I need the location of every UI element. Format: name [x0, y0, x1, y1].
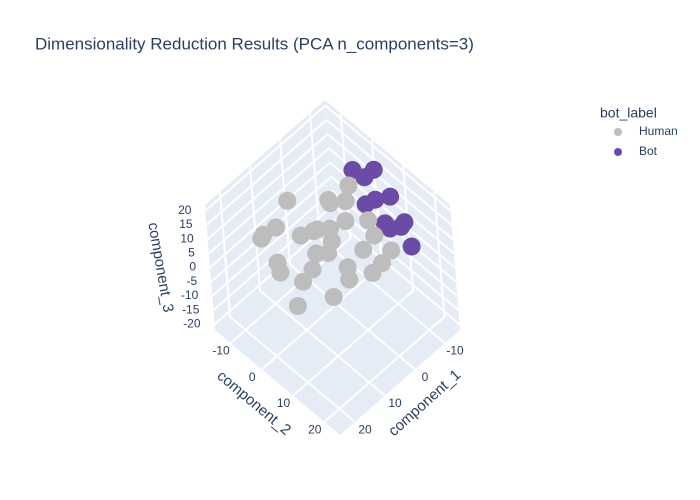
legend-marker	[614, 128, 622, 136]
point	[363, 263, 382, 282]
grid-line	[292, 289, 414, 397]
point	[294, 272, 313, 291]
point	[359, 211, 378, 230]
x-tick-label: 10	[388, 396, 402, 410]
grid-line	[208, 147, 330, 255]
point	[324, 288, 343, 307]
y-tick-label: 10	[277, 396, 291, 410]
grid-line	[209, 161, 331, 269]
z-tick-label: -15	[182, 302, 200, 316]
legend-title: bot_label	[600, 105, 657, 121]
point	[320, 219, 339, 238]
grid-line	[323, 316, 446, 423]
z-tick-label: -20	[183, 316, 201, 330]
x-tick-label: 20	[358, 422, 372, 436]
grid-line	[333, 218, 461, 326]
z-tick-label: 5	[188, 245, 195, 259]
grid-line	[261, 263, 383, 371]
grid-line	[205, 119, 328, 226]
z-tick-label: 15	[179, 217, 193, 231]
point	[382, 241, 401, 260]
point	[304, 222, 323, 241]
point	[395, 213, 414, 232]
point	[356, 195, 375, 214]
grid-line	[319, 237, 446, 344]
point	[381, 219, 400, 238]
point	[381, 187, 400, 206]
z-tick-label: 20	[178, 203, 192, 217]
point	[365, 226, 384, 245]
point	[288, 296, 307, 315]
grid-line	[207, 133, 329, 240]
point	[271, 263, 290, 282]
point	[340, 270, 359, 289]
z-tick-label: 10	[180, 231, 194, 245]
point	[339, 176, 358, 195]
grid-line	[324, 104, 452, 212]
grid-line	[211, 190, 333, 297]
chart-title: Dimensionality Reduction Results (PCA n_…	[35, 34, 474, 53]
grid-line	[327, 133, 454, 240]
point	[278, 191, 297, 210]
grid-line	[325, 119, 453, 226]
grid-line	[229, 316, 356, 423]
x-tick-label: -10	[446, 344, 464, 358]
grid-line	[259, 289, 386, 397]
point	[354, 240, 373, 259]
point	[254, 225, 273, 244]
z-tick-label: 0	[189, 260, 196, 274]
point	[336, 212, 355, 231]
legend-label: Bot	[639, 144, 658, 158]
y-tick-label: -10	[212, 344, 230, 358]
point	[319, 190, 338, 209]
z-tick-label: -10	[181, 288, 199, 302]
x-tick-label: 0	[422, 370, 429, 384]
point	[402, 237, 421, 256]
point	[307, 244, 326, 263]
scene: -1001020-1001020-20-15-10-505101520compo…	[144, 100, 464, 440]
point	[303, 260, 322, 279]
grid-line	[204, 104, 327, 212]
point	[343, 160, 362, 179]
legend-marker	[614, 148, 622, 156]
point	[336, 192, 355, 211]
y-tick-label: 0	[249, 370, 256, 384]
legend-label: Human	[639, 124, 678, 138]
legend: Human Bot	[614, 124, 678, 158]
z-tick-label: -5	[186, 274, 197, 288]
y-tick-label: 20	[308, 422, 322, 436]
